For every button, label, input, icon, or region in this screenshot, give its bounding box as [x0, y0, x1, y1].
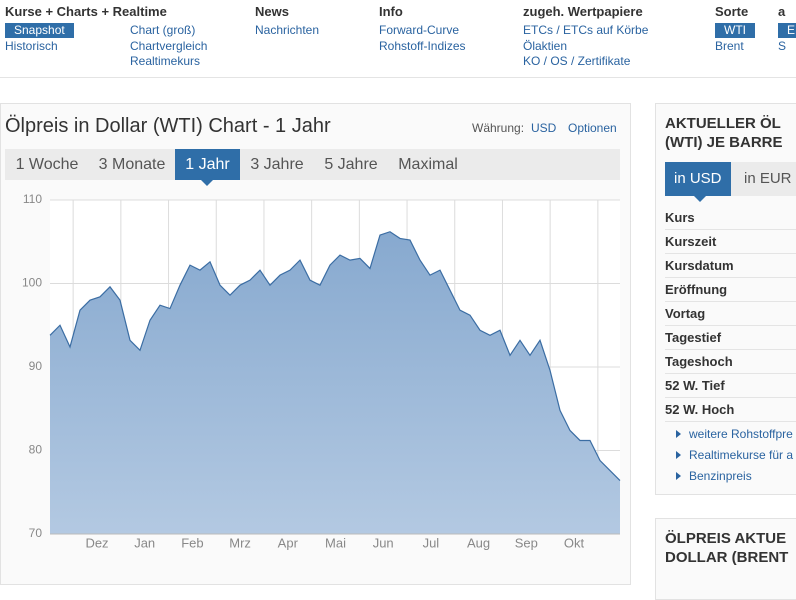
chart-tab[interactable]: 1 Woche [15, 156, 79, 173]
page: Ölpreis in Dollar (WTI) Chart - 1 Jahr W… [0, 4, 796, 600]
x-tick-label: Mai [325, 535, 346, 550]
x-tick-label: Aug [467, 535, 490, 550]
x-tick-label: Okt [564, 535, 585, 550]
x-tick-label: Jan [134, 535, 155, 550]
quote-row-label: Eröffnung [665, 278, 796, 302]
currency-link[interactable]: USD [531, 121, 557, 135]
quote-row-label: Kursdatum [665, 254, 796, 278]
options-link[interactable]: Optionen [568, 121, 617, 135]
chart-tab[interactable]: 5 Jahre [324, 156, 378, 173]
sidebar-link[interactable]: weitere Rohstoffpre [689, 427, 793, 441]
currency-label: Währung: [472, 121, 525, 135]
tab-pointer [694, 196, 706, 202]
nav-link[interactable]: Rohstoff-Indizes [379, 38, 466, 53]
quote-row-label: Kurs [665, 206, 796, 230]
quote-row-label: Kurszeit [665, 230, 796, 254]
nav-link[interactable]: E [778, 23, 796, 38]
chart-title: Ölpreis in Dollar (WTI) Chart - 1 Jahr [5, 115, 331, 137]
nav-heading: a [778, 4, 786, 19]
sidebar-link[interactable]: Benzinpreis [689, 469, 752, 483]
nav-link[interactable]: Chart (groß) [130, 23, 196, 37]
nav-link[interactable]: Historisch [5, 38, 58, 53]
sidebar-heading: DOLLAR (BRENT [665, 549, 789, 566]
link-arrow [676, 472, 681, 480]
sidebar-heading: (WTI) JE BARRE [665, 134, 783, 151]
area-line [49, 231, 621, 481]
chart-tab[interactable]: 3 Monate [98, 156, 166, 173]
nav-link[interactable]: WTI [715, 23, 755, 38]
nav-link[interactable]: Realtimekurs [130, 54, 201, 68]
link-arrow [676, 430, 681, 438]
nav-heading: News [255, 4, 289, 19]
nav-link[interactable]: S [778, 38, 787, 53]
nav-heading: Sorte [715, 4, 749, 19]
area-fill [50, 231, 620, 535]
nav-heading: Info [379, 4, 403, 19]
y-tick-label: 110 [23, 192, 42, 206]
sidebar-tab[interactable]: in EUR [744, 170, 792, 187]
nav-link[interactable]: Snapshot [5, 23, 74, 38]
x-tick-label: Dez [85, 535, 108, 550]
y-tick-label: 70 [29, 526, 43, 540]
y-tick-label: 80 [29, 443, 43, 457]
nav-divider [0, 77, 796, 78]
nav-link[interactable]: Forward-Curve [379, 23, 460, 37]
x-tick-label: Jul [423, 535, 440, 550]
chart-tab[interactable]: Maximal [398, 156, 458, 173]
chart: 70 80 90 100 110 Dez Jan Feb Mrz Apr Mai Jun Jul Aug S… [22, 192, 621, 550]
quote-row-label: 52 W. Tief [665, 374, 796, 398]
quote-row-label: Vortag [665, 302, 796, 326]
tab-bar [5, 149, 620, 180]
x-tick-label: Apr [278, 535, 299, 550]
link-arrow [676, 451, 681, 459]
sidebar-link[interactable]: Realtimekurse für a [689, 448, 794, 462]
nav-link[interactable]: Nachrichten [255, 23, 320, 37]
x-tick-label: Sep [515, 535, 538, 550]
nav-link[interactable]: KO / OS / Zertifikate [523, 54, 631, 68]
tab-pointer [201, 180, 213, 186]
nav-link[interactable]: Brent [715, 38, 744, 53]
chart-tab[interactable]: 3 Jahre [250, 156, 304, 173]
x-tick-label: Mrz [229, 535, 251, 550]
quote-row-label: Tageshoch [665, 350, 796, 374]
quote-row-label: 52 W. Hoch [665, 398, 796, 422]
sidebar-tab[interactable]: in USD [665, 162, 731, 196]
nav-heading: Kurse + Charts + Realtime [5, 4, 167, 19]
sidebar-heading: ÖLPREIS AKTUE [665, 530, 787, 547]
x-tick-label: Jun [373, 535, 394, 550]
quote-row-label: Tagestief [665, 326, 796, 350]
nav-heading: zugeh. Wertpapiere [523, 4, 643, 19]
x-tick-label: Feb [181, 535, 203, 550]
y-tick-label: 100 [22, 276, 42, 290]
nav-link[interactable]: ETCs / ETCs auf Körbe [523, 23, 649, 37]
sidebar-heading: AKTUELLER ÖL [665, 115, 781, 132]
nav-link[interactable]: Ölaktien [523, 38, 568, 53]
chart-tab[interactable]: 1 Jahr [175, 149, 240, 180]
nav-link[interactable]: Chartvergleich [130, 38, 208, 53]
y-tick-label: 90 [29, 359, 43, 373]
